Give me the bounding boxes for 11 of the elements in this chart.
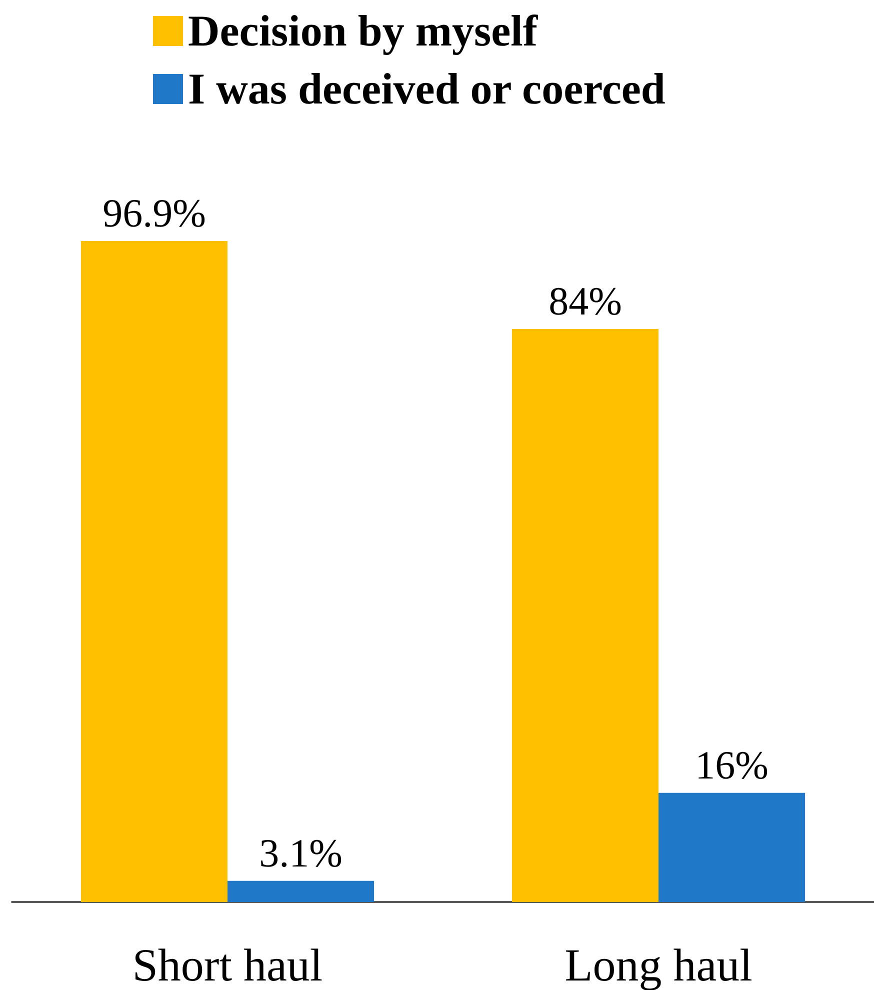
- bar: [80, 241, 228, 902]
- data-label: 16%: [695, 742, 768, 788]
- data-label: 84%: [548, 278, 622, 324]
- bar: [228, 880, 374, 902]
- bar: [512, 328, 658, 902]
- bar: [658, 792, 806, 902]
- data-label: 96.9%: [102, 190, 206, 236]
- x-tick-label: Short haul: [132, 940, 323, 990]
- legend-label: I was deceived or coerced: [188, 64, 666, 114]
- data-label: 3.1%: [259, 830, 342, 876]
- legend-label: Decision by myself: [188, 6, 539, 56]
